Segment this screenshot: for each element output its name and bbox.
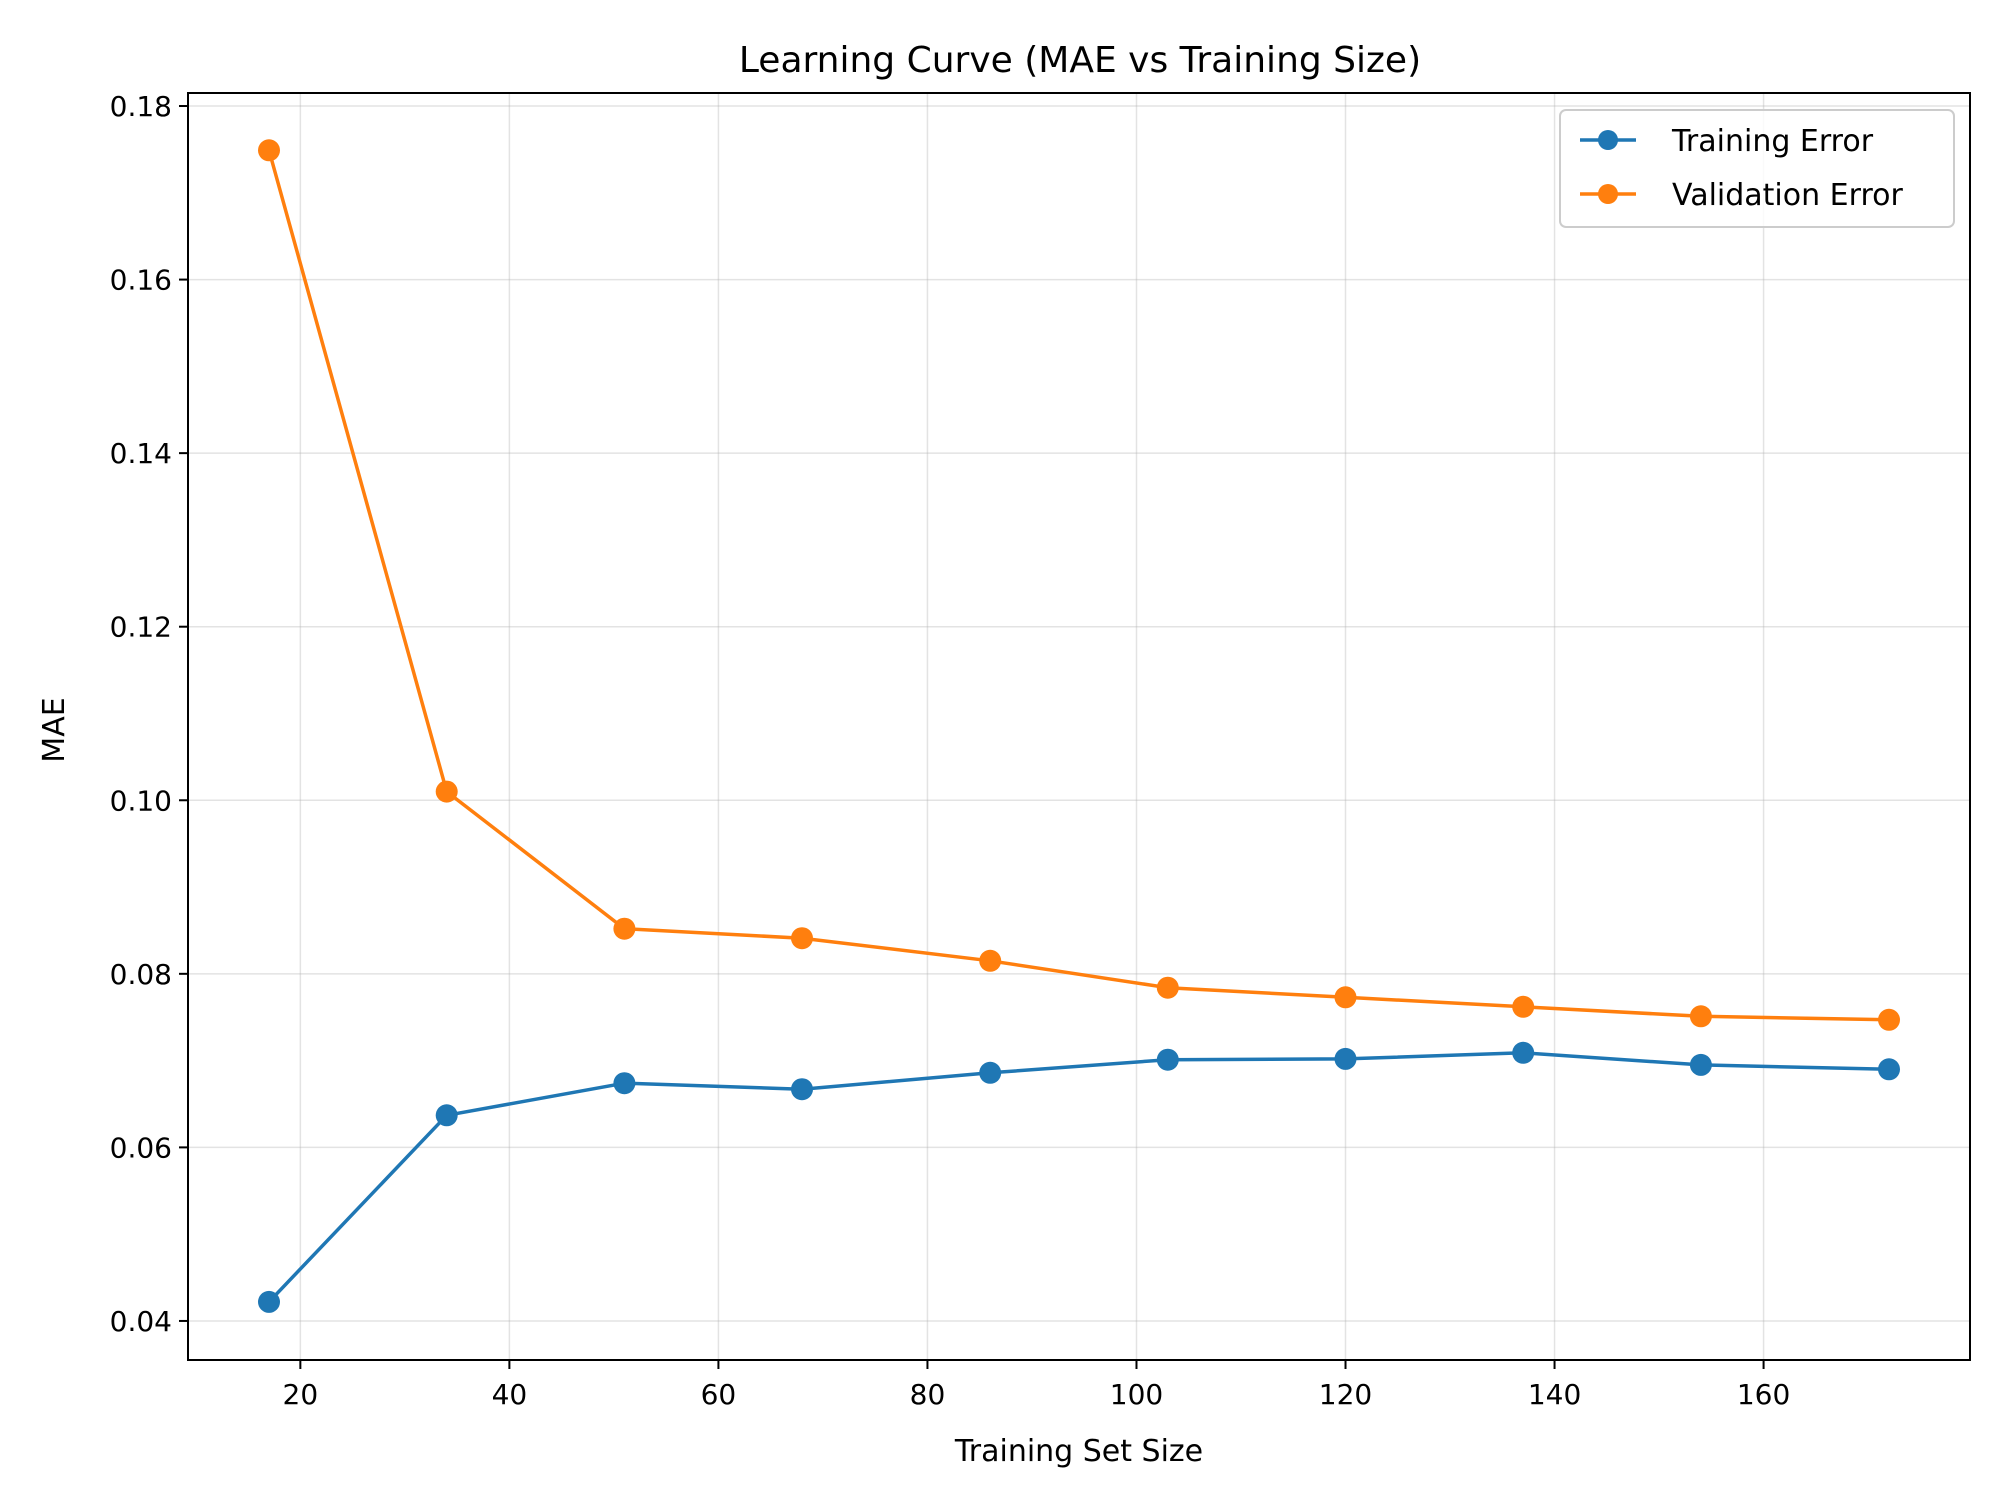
data-point-training-error (791, 1078, 813, 1101)
y-tick-label: 0.12 (110, 611, 172, 644)
legend-box (1559, 109, 1955, 228)
data-point-validation-error (435, 780, 458, 803)
legend-marker-validation (1598, 184, 1618, 204)
x-tick-label: 120 (1319, 1378, 1372, 1411)
y-tick-label: 0.14 (110, 437, 172, 470)
data-point-training-error (1512, 1041, 1535, 1064)
y-tick-label: 0.06 (110, 1131, 172, 1164)
legend-label-training: Training Error (1671, 124, 1874, 159)
legend-marker-training (1598, 130, 1618, 150)
legend: Training Error Validation Error (1559, 109, 1955, 228)
x-tick-label: 80 (910, 1378, 946, 1411)
data-point-validation-error (1689, 1005, 1712, 1028)
data-point-training-error (435, 1104, 458, 1127)
x-tick-label: 100 (1110, 1378, 1163, 1411)
data-point-validation-error (1878, 1008, 1900, 1031)
data-point-training-error (979, 1061, 1002, 1084)
x-tick-label: 40 (492, 1378, 528, 1411)
plot-frame (187, 92, 1971, 1361)
x-tick-label: 160 (1737, 1378, 1790, 1411)
data-point-training-error (258, 1290, 280, 1313)
data-point-validation-error (1156, 976, 1179, 999)
y-tick-label: 0.04 (110, 1305, 172, 1338)
series-line-validation-error (267, 149, 1890, 1022)
data-point-training-error (613, 1072, 636, 1095)
axis-ticks: 20 40 60 80 100 120 140 160 0.04 0.06 0.08 0.10 0.12… (110, 90, 1791, 1411)
chart-title: Learning Curve (MAE vs Training Size) (739, 40, 1421, 81)
data-point-validation-error (791, 927, 813, 950)
x-tick-label: 140 (1528, 1378, 1581, 1411)
series-layer (258, 139, 1900, 1313)
data-point-training-error (1334, 1047, 1357, 1070)
x-tick-label: 20 (283, 1378, 319, 1411)
data-point-training-error (1156, 1048, 1179, 1071)
data-point-validation-error (613, 917, 636, 940)
legend-label-validation: Validation Error (1672, 178, 1903, 213)
y-tick-label: 0.16 (110, 264, 172, 297)
x-axis-title: Training Set Size (954, 1434, 1203, 1469)
data-point-training-error (1689, 1053, 1712, 1076)
data-point-validation-error (1334, 986, 1357, 1009)
series-line-training-error (267, 1051, 1890, 1304)
y-tick-label: 0.18 (110, 90, 172, 123)
y-axis-title: MAE (37, 697, 72, 762)
data-point-validation-error (1512, 995, 1535, 1018)
data-point-training-error (1878, 1058, 1900, 1081)
y-tick-label: 0.10 (110, 784, 172, 817)
x-tick-label: 60 (701, 1378, 737, 1411)
data-point-validation-error (258, 139, 280, 162)
data-point-validation-error (979, 949, 1002, 972)
y-tick-label: 0.08 (110, 958, 172, 991)
